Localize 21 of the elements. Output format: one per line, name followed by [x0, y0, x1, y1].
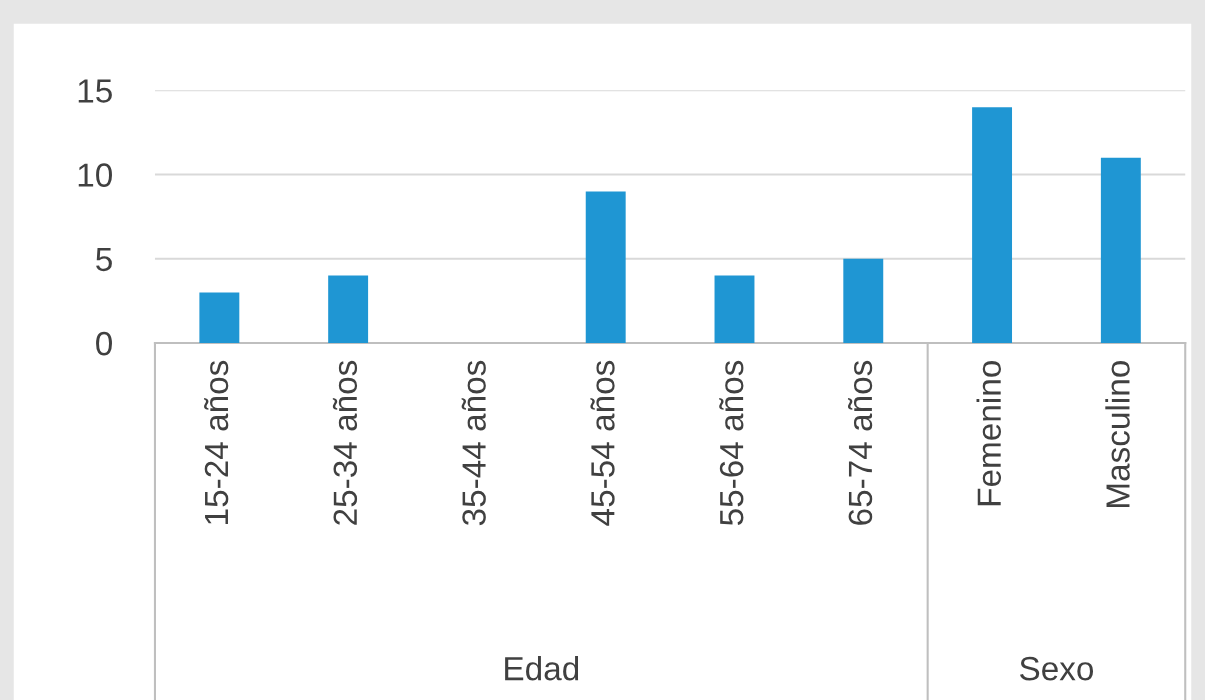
- x-tick-label: Masculino: [1105, 361, 1130, 507]
- y-tick-label: 15: [78, 79, 112, 103]
- y-tick-label: 0: [96, 331, 112, 356]
- text: Sexo: [1019, 656, 1094, 681]
- x-tick-label: 45-54 años: [590, 360, 615, 526]
- text: Edad: [505, 655, 579, 681]
- x-tick-label: 15-24 años: [204, 360, 229, 524]
- x-tick-label: 35-44 años: [461, 360, 486, 526]
- y-tick-label: 10: [78, 163, 112, 187]
- x-tick-label: 55-64 años: [719, 360, 744, 526]
- x-tick-label: 25-34 años: [332, 360, 358, 525]
- bar: [972, 107, 1013, 343]
- bar: [199, 292, 240, 343]
- bar: [843, 258, 884, 343]
- bar: [328, 275, 369, 343]
- x-tick-label: 65-74 años: [847, 360, 873, 525]
- y-tick-label: 5: [96, 247, 112, 272]
- bar: [714, 275, 755, 343]
- bar: [585, 191, 626, 343]
- bar: [1100, 157, 1141, 343]
- x-tick-label: Femenino: [976, 361, 1002, 506]
